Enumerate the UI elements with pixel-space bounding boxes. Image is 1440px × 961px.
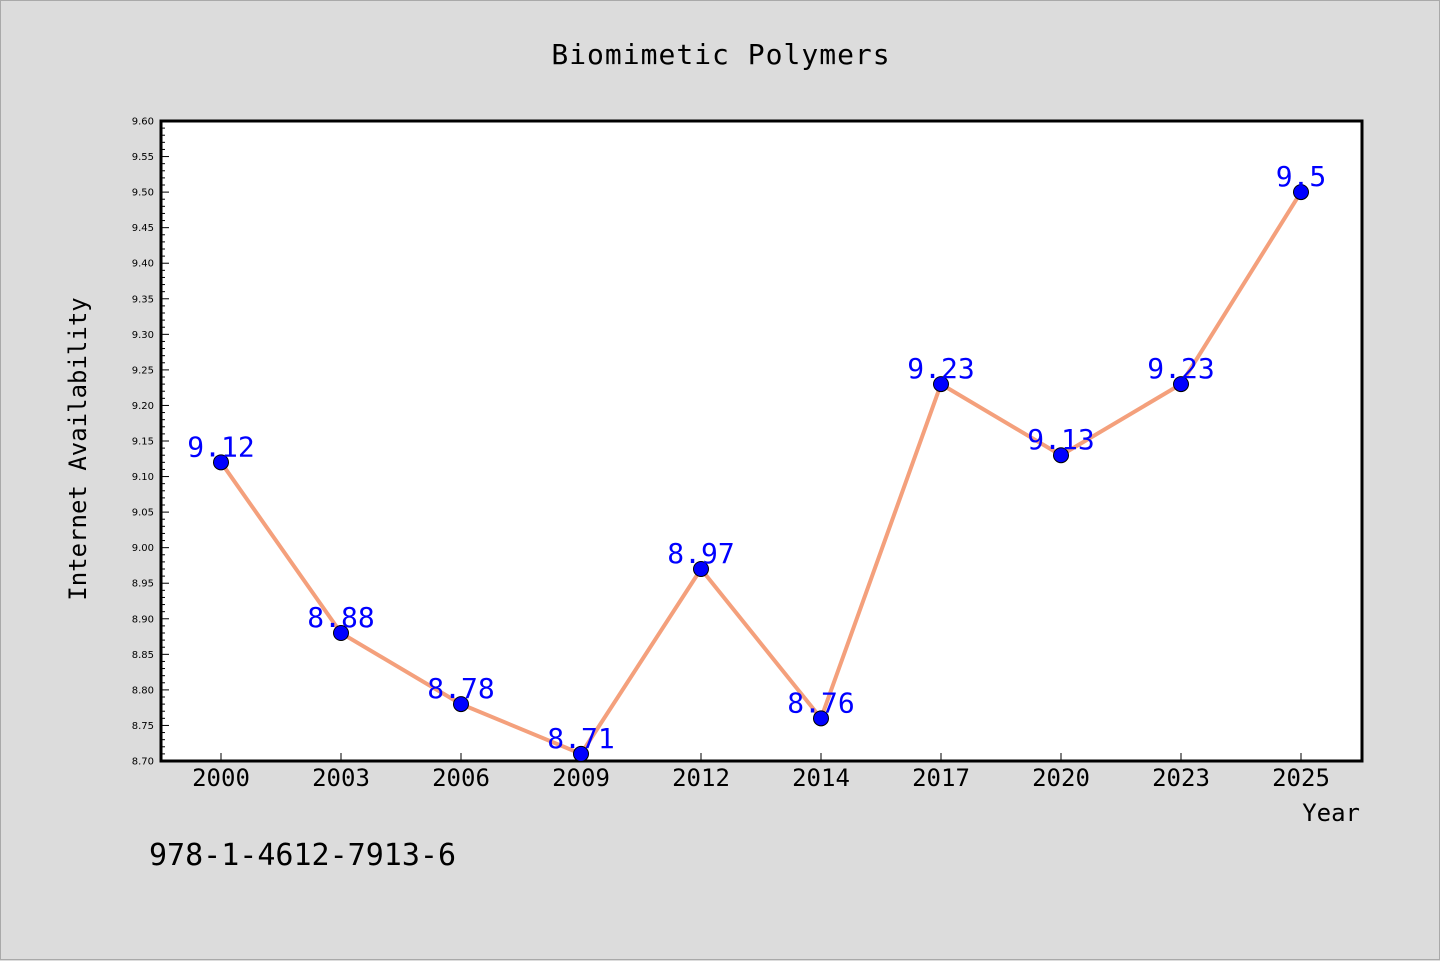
- x-tick-label: 2009: [552, 764, 610, 792]
- x-tick-label: 2025: [1272, 764, 1330, 792]
- data-label: 8.78: [427, 672, 494, 705]
- plot-area: [159, 119, 1364, 763]
- data-label: 8.88: [307, 601, 374, 634]
- series-line: [219, 191, 1303, 756]
- y-tick-label: 9.35: [132, 294, 154, 305]
- x-tick-label: 2003: [312, 764, 370, 792]
- y-tick-label: 9.25: [132, 365, 154, 376]
- x-axis-label: Year: [1302, 799, 1360, 827]
- y-tick-label: 9.00: [132, 543, 154, 554]
- y-tick-label: 9.10: [132, 472, 154, 483]
- data-point: [213, 454, 229, 471]
- y-tick-label: 9.55: [132, 152, 154, 163]
- data-label: 9.23: [907, 352, 974, 385]
- data-point: [1173, 376, 1189, 393]
- data-point: [693, 561, 709, 577]
- y-tick-label: 8.90: [132, 614, 154, 625]
- data-label: 9.12: [187, 430, 254, 463]
- y-tick-label: 9.20: [132, 401, 154, 412]
- y-tick-label: 9.45: [132, 223, 154, 234]
- y-axis: 8.70 8.75 8.80 8.85 8.90 8.95 9.00 9.05 9.10 9.15…: [132, 117, 169, 768]
- data-point: [573, 745, 589, 762]
- series-line-group: 9.12 8.88 8.78 8.71 8.97 8.76 9.23 9.13 9.23 9.5: [187, 160, 1327, 762]
- y-tick-label: 8.70: [132, 757, 154, 768]
- isbn-annotation: 978-1-4612-7913-6: [149, 838, 456, 873]
- y-tick-label: 8.80: [132, 685, 154, 696]
- y-tick-label: 9.30: [132, 330, 154, 341]
- data-label: 8.71: [547, 722, 614, 755]
- y-tick-label: 9.40: [132, 259, 154, 270]
- x-axis: 2000 2003 2006 2009 2012 2014 2017 2020 2023 2025: [192, 753, 1330, 792]
- data-point: [933, 376, 949, 393]
- y-tick-label: 9.50: [132, 188, 154, 199]
- data-label: 8.76: [787, 686, 854, 719]
- x-tick-label: 2017: [912, 764, 970, 792]
- y-tick-label: 8.75: [132, 721, 154, 732]
- y-tick-label: 8.85: [132, 650, 154, 661]
- y-tick-label: 9.15: [132, 437, 154, 448]
- y-axis-label: Internet Availability: [64, 297, 92, 600]
- y-tick-label: 9.60: [132, 117, 154, 128]
- x-tick-label: 2006: [432, 764, 490, 792]
- data-point: [453, 696, 469, 713]
- data-label: 9.13: [1027, 423, 1094, 456]
- chart-title: Biomimetic Polymers: [551, 38, 890, 71]
- data-point: [333, 625, 349, 641]
- x-tick-label: 2014: [792, 764, 850, 792]
- x-tick-label: 2012: [672, 764, 730, 792]
- data-point: [1293, 184, 1309, 201]
- x-tick-label: 2000: [192, 764, 250, 792]
- x-tick-label: 2020: [1032, 764, 1090, 792]
- data-point: [1053, 447, 1069, 464]
- data-label: 9.5: [1276, 160, 1327, 193]
- data-point: [813, 710, 829, 727]
- x-tick-label: 2023: [1152, 764, 1210, 792]
- data-label: 8.97: [667, 537, 734, 570]
- data-label: 9.23: [1147, 352, 1214, 385]
- y-tick-label: 8.95: [132, 579, 154, 590]
- y-tick-label: 9.05: [132, 508, 154, 519]
